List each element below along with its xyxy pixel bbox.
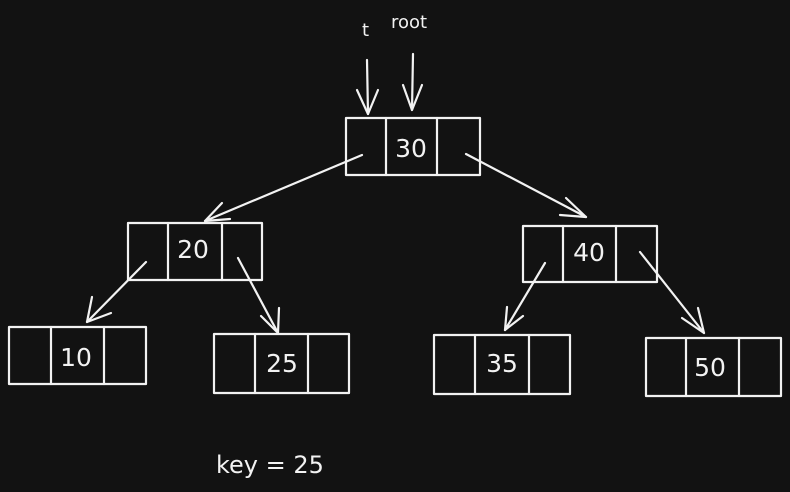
- node-20: 20: [126, 221, 264, 282]
- node-30: 30: [344, 116, 482, 177]
- node-35: 35: [432, 333, 572, 396]
- node-10: 10: [7, 325, 148, 386]
- edge-20-25: [236, 256, 281, 335]
- node-40-value: 40: [573, 238, 605, 267]
- pointer-t-arrow: [355, 58, 380, 116]
- node-30-value: 30: [395, 134, 427, 163]
- pointer-root-arrow: [401, 52, 424, 112]
- pointer-t-label: t: [362, 20, 369, 41]
- node-25: 25: [212, 332, 351, 395]
- node-20-value: 20: [177, 235, 209, 264]
- pointer-root-label: root: [391, 12, 427, 33]
- edge-40-50: [638, 250, 706, 335]
- edge-20-10: [85, 260, 148, 324]
- edge-40-35: [503, 261, 547, 332]
- node-25-value: 25: [266, 349, 298, 378]
- node-50-value: 50: [694, 353, 726, 382]
- edge-30-40: [464, 152, 588, 219]
- edge-30-20: [203, 153, 364, 223]
- key-label: key = 25: [216, 451, 324, 479]
- node-35-value: 35: [486, 349, 518, 378]
- node-10-value: 10: [60, 343, 92, 372]
- node-40: 40: [521, 224, 659, 284]
- node-50: 50: [644, 336, 783, 398]
